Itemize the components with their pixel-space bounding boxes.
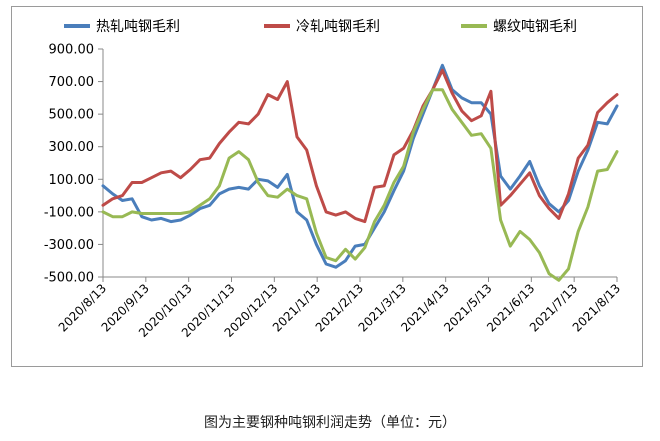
chart-caption: 图为主要钢种吨钢利润走势（单位：元） [204, 415, 456, 431]
y-tick-label: 700.00 [49, 75, 95, 90]
legend-label-2: 冷轧吨钢毛利 [296, 19, 380, 35]
y-tick-label: 500.00 [49, 108, 95, 123]
y-tick-label: -300.00 [44, 238, 94, 253]
line-chart: 热轧吨钢毛利 冷轧吨钢毛利 螺纹吨钢毛利 -500.00 -300.00 -100.00… [44, 19, 623, 340]
y-tick-label: -500.00 [44, 271, 94, 286]
series-line-3 [101, 88, 619, 282]
series-line-2 [101, 68, 619, 224]
chart-frame: 热轧吨钢毛利 冷轧吨钢毛利 螺纹吨钢毛利 -500.00 -300.00 -100.00… [11, 6, 643, 367]
y-tick-label: -100.00 [44, 205, 94, 220]
y-tick-label: 300.00 [49, 140, 95, 155]
legend-label-3: 螺纹吨钢毛利 [493, 19, 577, 35]
legend: 热轧吨钢毛利 冷轧吨钢毛利 螺纹吨钢毛利 [64, 19, 577, 35]
x-axis: 2020/8/132020/9/132020/10/132020/11/1320… [56, 276, 623, 340]
series-line-1 [101, 63, 619, 269]
series-layer [101, 63, 619, 282]
y-tick-label: 100.00 [49, 173, 95, 188]
y-axis: -500.00 -300.00 -100.00 100.00 300.00 500.00 7… [44, 43, 104, 286]
legend-label-1: 热轧吨钢毛利 [96, 19, 180, 35]
y-tick-label: 900.00 [49, 43, 95, 58]
